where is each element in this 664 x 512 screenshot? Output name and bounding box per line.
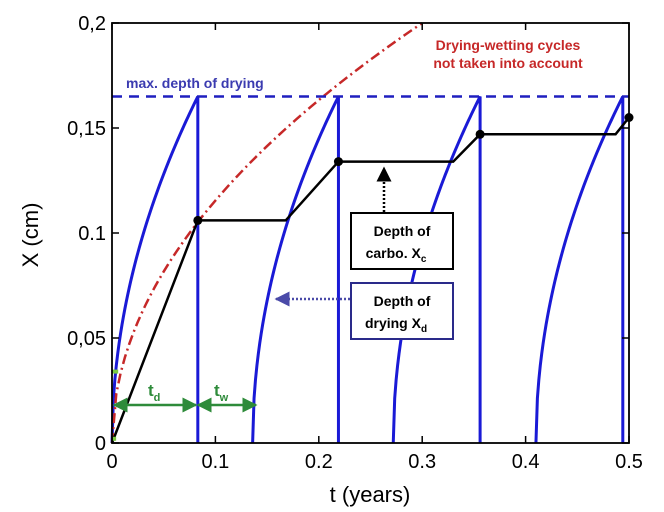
td-label: td [148, 381, 160, 404]
carbonation-depth-line [110, 116, 630, 444]
x-axis-label: t (years) [330, 482, 411, 507]
x-tick-label: 0.2 [305, 451, 333, 473]
drying-cycle-2 [251, 95, 340, 444]
tw-annotation: tw [196, 381, 258, 413]
x-tick-label: 0.3 [408, 451, 436, 473]
y-tick-label: 0.1 [78, 223, 106, 245]
tw-label: tw [214, 381, 229, 404]
drying-cycle-4 [534, 95, 625, 444]
y-tick-label: 0 [95, 433, 106, 455]
y-tick-label: 0,05 [67, 328, 106, 350]
x-tick-label: 0.4 [512, 451, 540, 473]
drying-box-line1: Depth of [374, 293, 431, 309]
td-annotation: td [112, 381, 198, 413]
no-cycles-label-line2: not taken into account [433, 55, 583, 71]
max-depth-label: max. depth of drying [126, 75, 264, 91]
no-cycles-curve [110, 22, 423, 444]
carbonation-marker [475, 129, 485, 139]
drying-box-line2: drying Xd [365, 315, 427, 335]
x-tick-label: 0.5 [615, 451, 643, 473]
carbo-depth-annotation: Depth of carbo. Xc [350, 166, 454, 270]
y-tick-label: 0,2 [78, 13, 106, 35]
x-tick-label: 0 [106, 451, 117, 473]
carbonation-marker [193, 215, 203, 225]
x-tick-label: 0.1 [201, 451, 229, 473]
drying-cycle-1 [110, 95, 200, 444]
carbo-box-line1: Depth of [374, 223, 431, 239]
y-tick-label: 0,15 [67, 118, 106, 140]
y-axis-label: X (cm) [18, 203, 43, 268]
no-cycles-label-line1: Drying-wetting cycles [436, 37, 581, 53]
drying-depth-annotation: Depth of drying Xd [274, 282, 454, 340]
carbo-box-line2: carbo. Xc [366, 245, 427, 265]
carbonation-marker [333, 157, 343, 167]
